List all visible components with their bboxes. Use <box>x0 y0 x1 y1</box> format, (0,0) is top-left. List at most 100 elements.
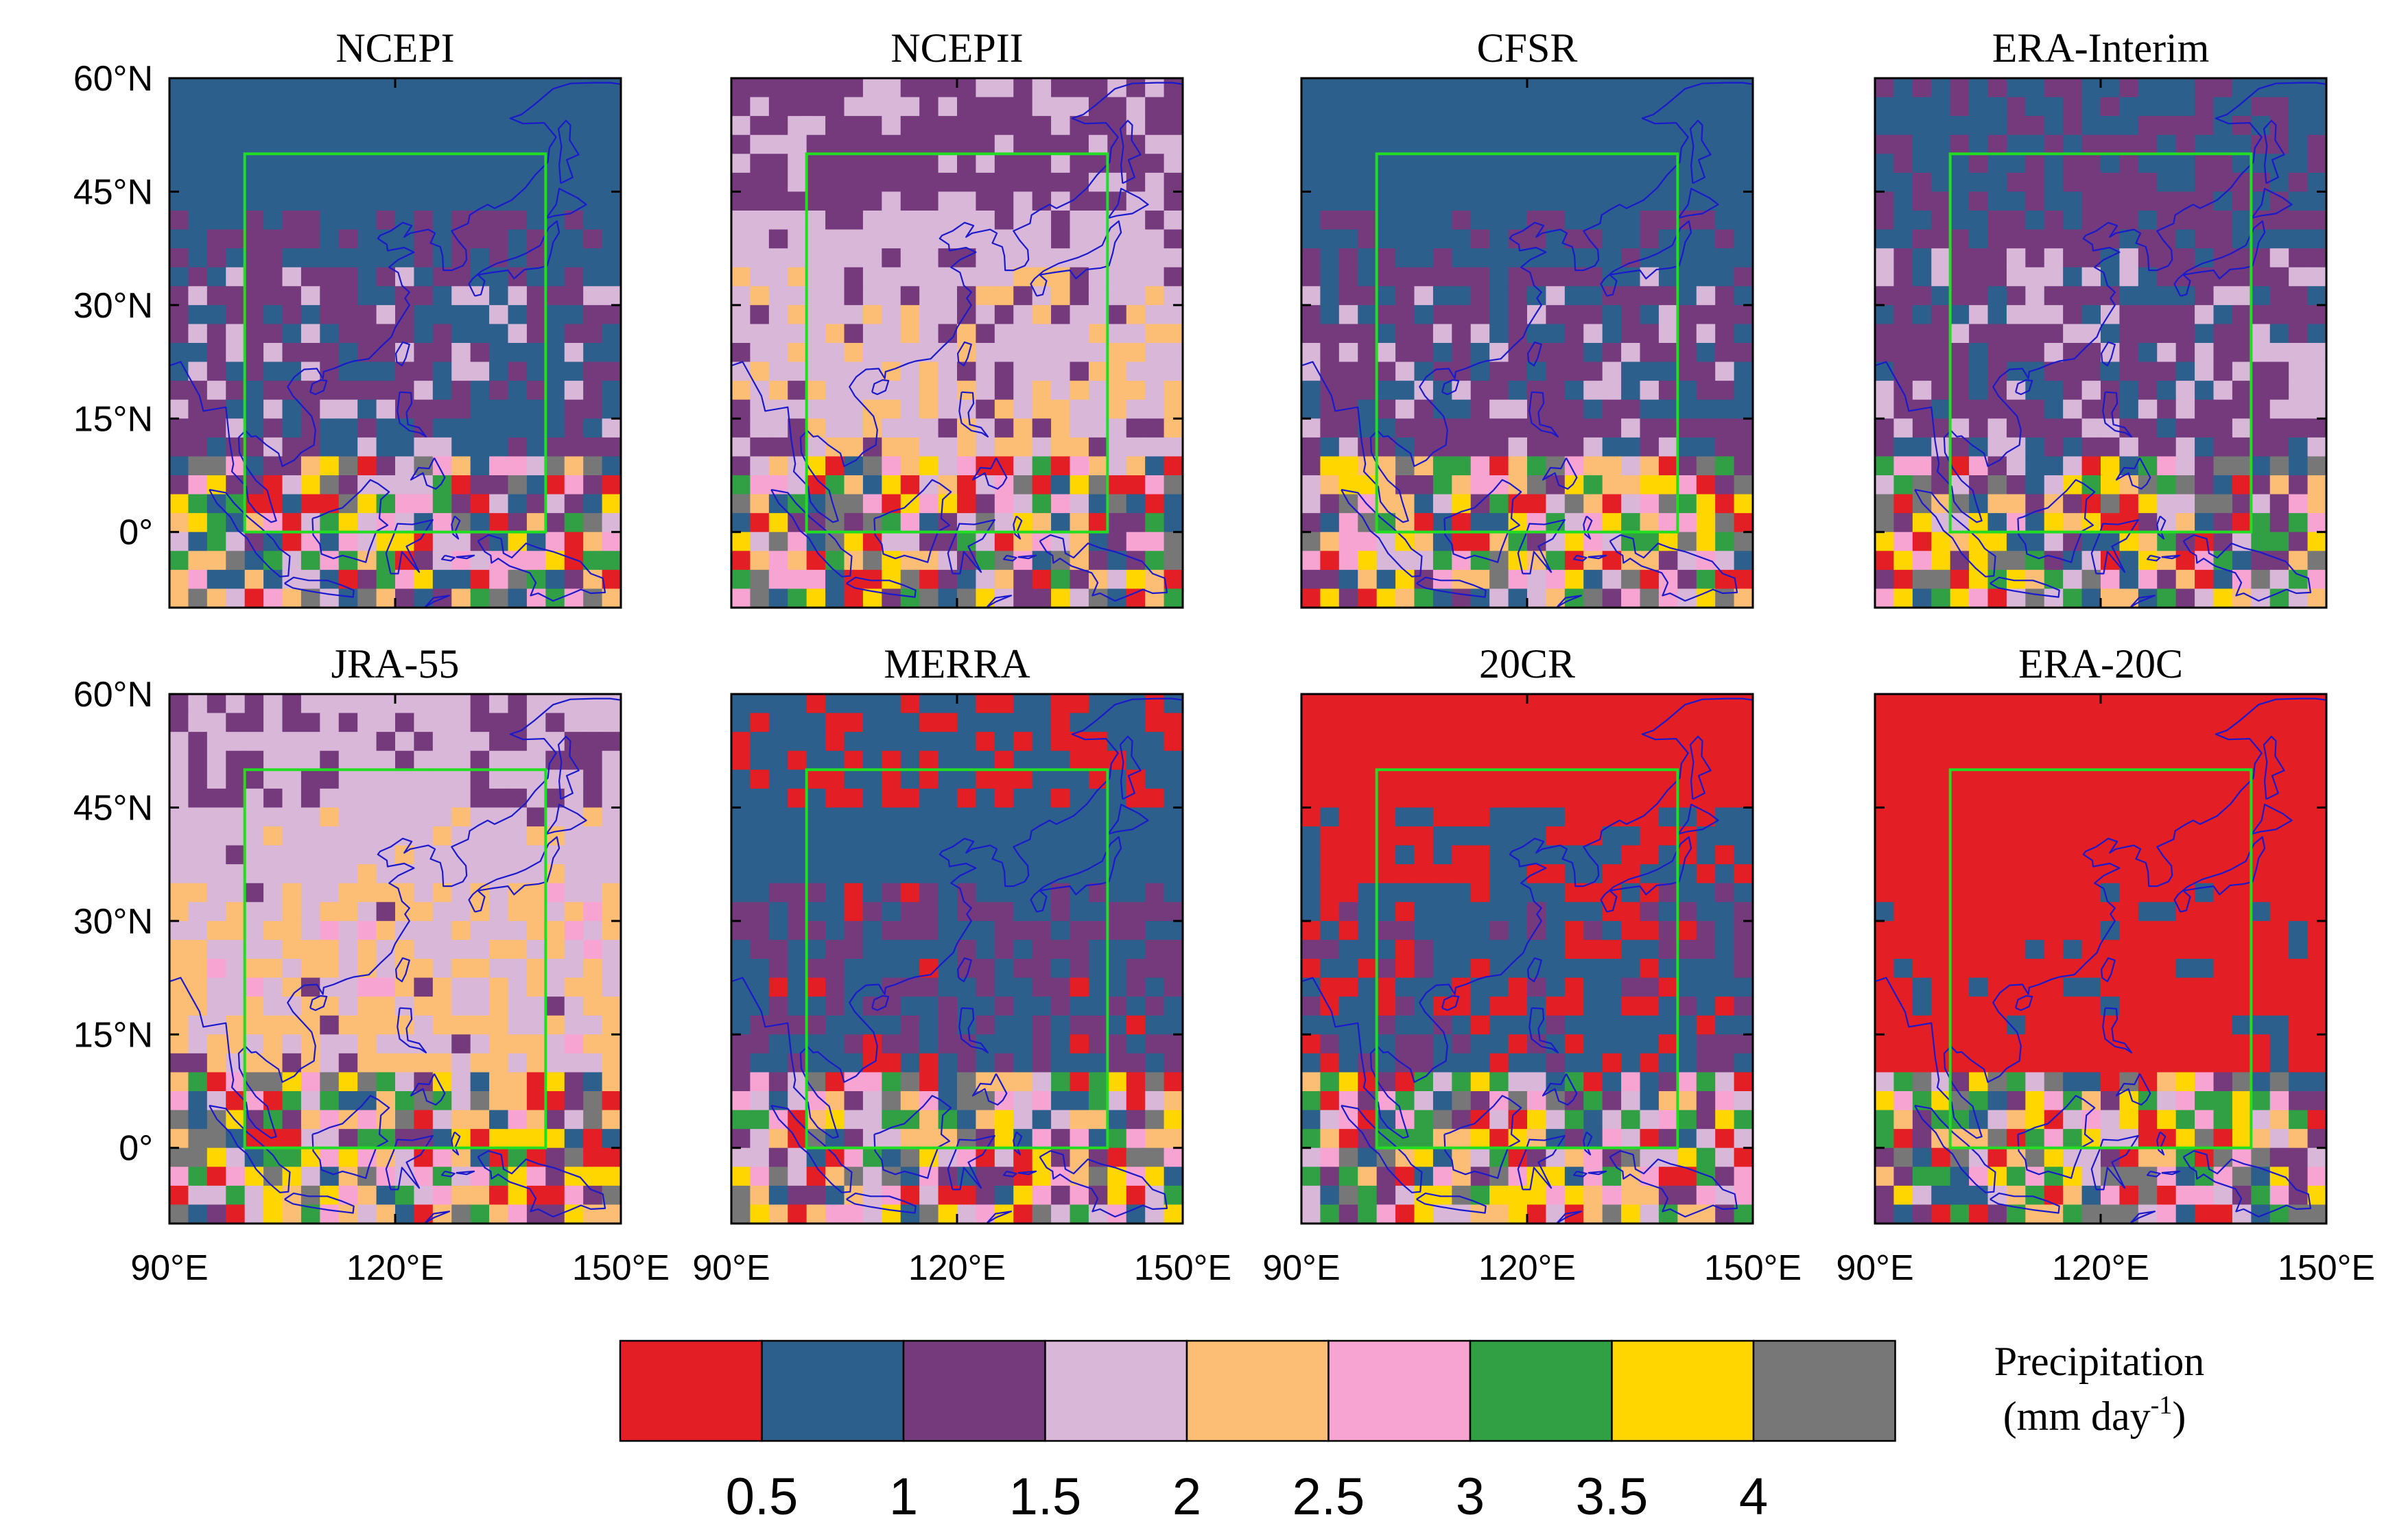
precip-cell <box>2232 97 2252 117</box>
precip-cell <box>470 134 490 154</box>
precip-cell <box>1564 116 1584 136</box>
precip-cell <box>768 940 788 959</box>
precip-cell <box>1696 305 1716 325</box>
precip-cell <box>320 694 340 714</box>
precip-cell <box>545 883 565 903</box>
precip-cell <box>1912 513 1932 533</box>
precip-cell <box>395 977 415 997</box>
precip-cell <box>1527 1034 1547 1054</box>
precip-cell <box>338 1167 358 1186</box>
precip-cell <box>1875 437 1895 457</box>
precip-cell <box>470 1129 490 1149</box>
precip-cell <box>1395 1129 1415 1149</box>
precip-cell <box>1912 191 1932 211</box>
precip-cell <box>1508 788 1528 809</box>
precip-cell <box>1470 134 1490 154</box>
precip-cell <box>844 116 864 136</box>
precip-cell <box>1432 959 1452 979</box>
precip-cell <box>1470 959 1490 979</box>
precip-cell <box>1070 977 1089 997</box>
precip-cell <box>357 694 377 714</box>
precip-cell <box>2044 154 2064 174</box>
precip-cell <box>1875 381 1895 401</box>
precip-cell <box>188 324 208 344</box>
precip-cell <box>282 418 302 438</box>
precip-cell <box>338 532 358 551</box>
precip-cell <box>1546 977 1566 997</box>
precip-cell <box>1489 399 1509 419</box>
precip-cell <box>788 324 807 344</box>
precip-cell <box>2044 267 2064 287</box>
precip-cell <box>1107 418 1127 438</box>
precip-cell <box>919 381 939 401</box>
lon-tick-label: 150°E <box>1704 1248 1802 1288</box>
precip-cell <box>583 732 603 752</box>
precip-cell <box>1470 569 1490 590</box>
coastline <box>410 1073 446 1106</box>
precip-cell <box>1358 1204 1378 1224</box>
precip-cell <box>470 845 490 865</box>
precip-cell <box>1432 977 1452 997</box>
precip-cell <box>1164 267 1183 287</box>
precip-cell <box>1470 116 1490 136</box>
precip-cell <box>489 1053 509 1073</box>
precip-cell <box>1088 1034 1108 1054</box>
precip-cell <box>1051 1034 1071 1054</box>
precip-cell <box>338 1204 358 1224</box>
precip-cell <box>188 154 208 174</box>
precip-cell <box>976 864 995 884</box>
precip-cell <box>188 305 208 325</box>
precip-cell <box>825 788 845 809</box>
precip-cell <box>2006 418 2026 438</box>
precip-cell <box>2251 211 2271 230</box>
precip-cell <box>226 569 246 590</box>
precip-cell <box>489 694 509 714</box>
precip-cell <box>938 807 958 827</box>
precip-cell <box>263 361 283 381</box>
precip-cell <box>564 494 584 514</box>
precip-cell <box>1875 324 1895 344</box>
precip-cell <box>1432 551 1452 571</box>
precip-cell <box>1987 361 2007 381</box>
precip-cell <box>1358 286 1378 306</box>
precip-cell <box>451 324 471 344</box>
lat-tick-label: 0° <box>119 513 153 553</box>
precip-cell <box>2157 172 2177 193</box>
precip-cell <box>1338 172 1358 193</box>
precip-cell <box>432 713 452 732</box>
precip-cell <box>451 1129 471 1149</box>
precip-cell <box>1051 940 1071 959</box>
precip-cell <box>602 1110 622 1130</box>
precip-cell <box>1126 456 1146 476</box>
precip-cell <box>169 343 189 363</box>
precip-cell <box>338 513 358 533</box>
precip-cell <box>2119 343 2139 363</box>
precip-cell <box>2101 286 2121 306</box>
precip-cell <box>1301 569 1321 590</box>
precip-cell <box>263 750 283 770</box>
precip-cell <box>2269 305 2289 325</box>
precip-cell <box>731 588 751 608</box>
precip-cell <box>1658 324 1678 344</box>
precip-cell <box>919 248 939 268</box>
precip-cell <box>206 1034 226 1054</box>
precip-cell <box>1564 807 1584 827</box>
precip-cell <box>900 1091 920 1111</box>
precip-cell <box>226 959 246 979</box>
precip-cell <box>338 694 358 714</box>
precip-cell <box>1032 864 1052 884</box>
precip-cell <box>2101 191 2121 211</box>
precip-cell <box>1470 1053 1490 1073</box>
precip-cell <box>2006 513 2026 533</box>
precip-cell <box>750 845 770 865</box>
precip-cell <box>1126 997 1146 1016</box>
precip-cell <box>1987 78 2007 98</box>
precip-cell <box>395 883 415 903</box>
precip-cell <box>1414 532 1434 551</box>
precip-cell <box>1376 532 1396 551</box>
precip-cell <box>1640 551 1660 571</box>
precip-cell <box>825 1072 845 1092</box>
precip-cell <box>957 1204 977 1224</box>
precip-cell <box>844 191 864 211</box>
precip-cell <box>489 494 509 514</box>
